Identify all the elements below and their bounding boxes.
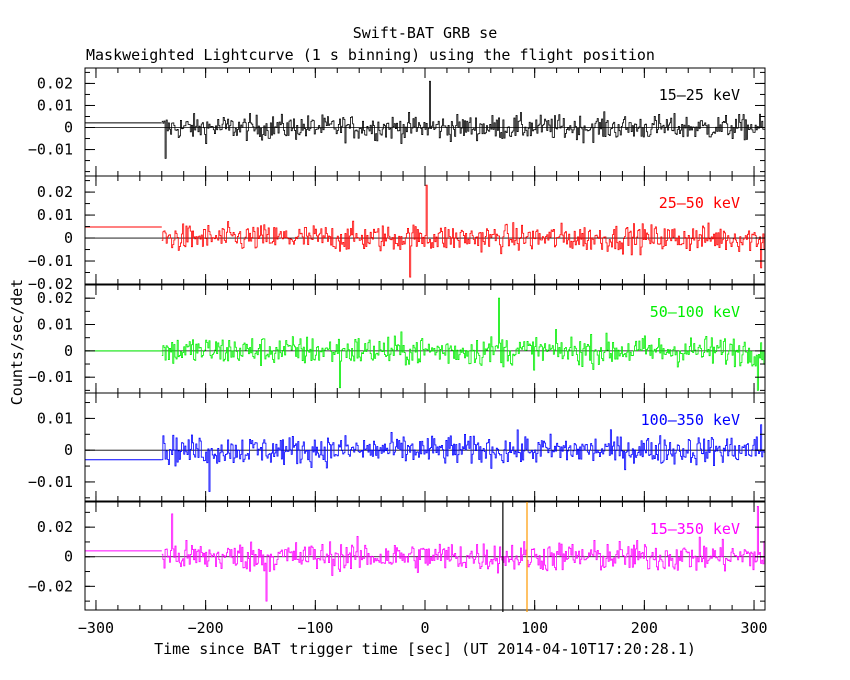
y-tick-label: 0 [64, 119, 73, 137]
y-tick-label: 0 [64, 548, 73, 566]
x-tick-label: −200 [188, 619, 224, 637]
panel-frame [84, 284, 766, 394]
lightcurve-series [161, 506, 765, 602]
lightcurve-series [161, 297, 765, 391]
y-tick-label: 0 [64, 342, 73, 360]
band-label: 50–100 keV [650, 303, 740, 321]
y-tick-label: 0.02 [37, 289, 73, 307]
lightcurve-series [161, 80, 765, 159]
y-tick-label: −0.01 [28, 141, 73, 159]
y-tick-label: 0 [64, 441, 73, 459]
y-tick-label: 0.01 [37, 206, 73, 224]
x-tick-label: 0 [420, 619, 429, 637]
y-tick-label: −0.01 [28, 252, 73, 270]
y-tick-label: 0.02 [37, 183, 73, 201]
panels-group: 0.02 0.01 0 −0.01 15–25 keV 0.02 0.01 0 −0.01 −0.… [28, 67, 766, 611]
y-tick-label: −0.02 [28, 275, 73, 293]
band-label: 100–350 keV [641, 411, 740, 429]
y-tick-label: 0.01 [37, 316, 73, 334]
x-tick-label: −100 [297, 619, 333, 637]
x-tick-label: 200 [631, 619, 658, 637]
band-label: 15–350 keV [650, 520, 740, 538]
y-tick-label: −0.01 [28, 368, 73, 386]
panel-4: 0.01 0 −0.01 100–350 keV [28, 392, 766, 502]
y-axis-label: Counts/sec/det [8, 279, 26, 405]
panel-3: 0.02 0.01 0 −0.01 50–100 keV [28, 284, 766, 394]
x-tick-label: 300 [740, 619, 767, 637]
x-tick-label: 100 [521, 619, 548, 637]
x-axis-label: Time since BAT trigger time [sec] (UT 20… [154, 640, 696, 658]
x-axis: −300 −200 −100 0 100 200 300 [78, 619, 768, 637]
y-tick-label: 0 [64, 229, 73, 247]
y-tick-label: 0.01 [37, 409, 73, 427]
y-tick-label: 0.01 [37, 96, 73, 114]
x-tick-label: −300 [78, 619, 114, 637]
panel-5: 0.02 0 −0.02 15–350 keV [28, 501, 766, 611]
y-tick-label: −0.01 [28, 473, 73, 491]
time-markers [502, 502, 528, 612]
panel-2: 0.02 0.01 0 −0.01 −0.02 25–50 keV [28, 175, 766, 293]
y-tick-label: 0.02 [37, 74, 73, 92]
y-tick-label: −0.02 [28, 577, 73, 595]
band-label: 25–50 keV [659, 194, 740, 212]
y-tick-label: 0.02 [37, 518, 73, 536]
chart-subtitle: Maskweighted Lightcurve (1 s binning) us… [86, 46, 655, 64]
lightcurve-series [161, 184, 765, 278]
lightcurve-series [161, 424, 765, 492]
panel-1: 0.02 0.01 0 −0.01 15–25 keV [28, 67, 766, 177]
chart-title: Swift-BAT GRB se [353, 24, 498, 42]
panel-frame [84, 392, 766, 502]
band-label: 15–25 keV [659, 86, 740, 104]
